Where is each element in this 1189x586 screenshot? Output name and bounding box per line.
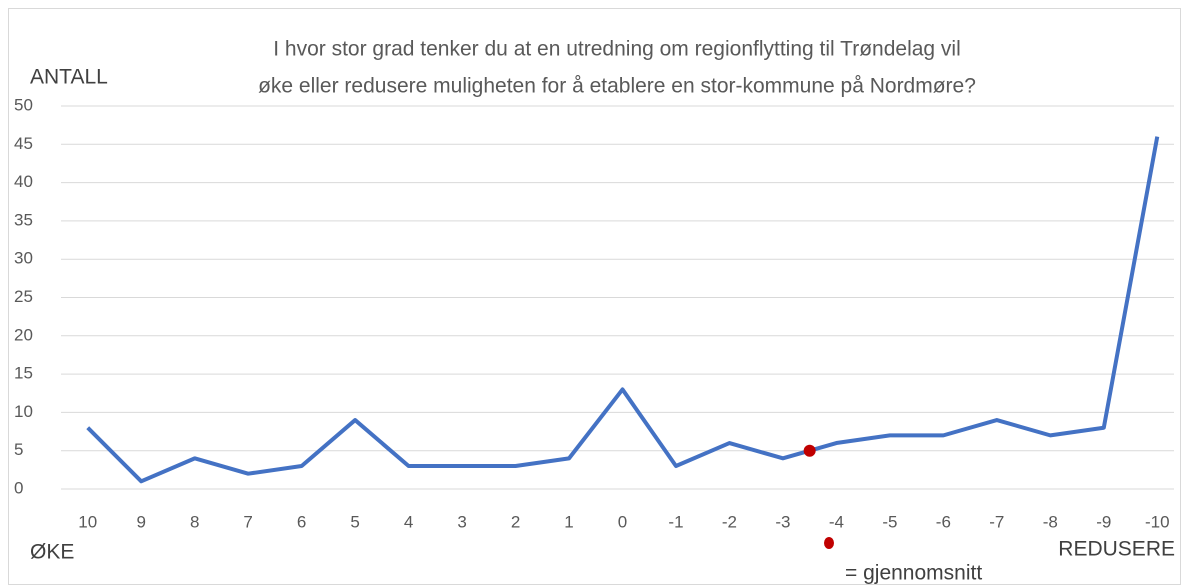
x-tick-label: -9 — [1096, 512, 1111, 531]
y-tick-label: 30 — [14, 249, 33, 268]
legend-label: = gjennomsnitt — [845, 562, 982, 585]
x-tick-label: -5 — [882, 512, 897, 531]
x-tick-label: 0 — [618, 512, 627, 531]
x-tick-label: -10 — [1145, 512, 1170, 531]
x-tick-label: 3 — [457, 512, 466, 531]
y-tick-label: 10 — [14, 402, 33, 421]
x-tick-label: 1 — [564, 512, 573, 531]
x-tick-label: 7 — [243, 512, 252, 531]
x-tick-label: -2 — [722, 512, 737, 531]
x-tick-label: 9 — [136, 512, 145, 531]
chart-title: I hvor stor grad tenker du at en utredni… — [273, 38, 961, 61]
legend-dot — [824, 537, 834, 549]
data-line — [86, 136, 1160, 484]
y-tick-label: 15 — [14, 364, 33, 383]
y-tick-label: 20 — [14, 325, 33, 344]
x-tick-label: -8 — [1043, 512, 1058, 531]
y-tick-label: 25 — [14, 287, 33, 306]
y-tick-label: 35 — [14, 210, 33, 229]
y-axis-label: ANTALL — [30, 66, 108, 89]
chart-title: øke eller redusere muligheten for å etab… — [258, 75, 976, 98]
x-tick-label: 4 — [404, 512, 413, 531]
x-right-label: REDUSERE — [1058, 538, 1175, 561]
y-tick-label: 50 — [14, 95, 33, 114]
x-tick-label: 8 — [190, 512, 199, 531]
x-tick-label: 5 — [350, 512, 359, 531]
y-tick-label: 5 — [14, 440, 23, 459]
x-tick-label: 10 — [78, 512, 97, 531]
x-tick-label: -3 — [775, 512, 790, 531]
mean-marker — [803, 444, 816, 457]
x-tick-label: -1 — [668, 512, 683, 531]
x-left-label: ØKE — [30, 541, 74, 564]
y-tick-label: 0 — [14, 478, 23, 497]
x-tick-label: 6 — [297, 512, 306, 531]
y-tick-label: 45 — [14, 134, 33, 153]
x-tick-label: -4 — [829, 512, 844, 531]
x-tick-label: -6 — [936, 512, 951, 531]
x-tick-label: -7 — [989, 512, 1004, 531]
x-tick-label: 2 — [511, 512, 520, 531]
y-tick-label: 40 — [14, 172, 33, 191]
